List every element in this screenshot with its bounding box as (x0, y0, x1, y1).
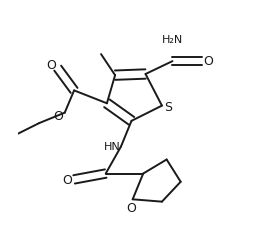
Text: O: O (62, 174, 72, 187)
Text: HN: HN (104, 141, 120, 152)
Text: O: O (46, 59, 56, 72)
Text: O: O (126, 202, 136, 215)
Text: O: O (53, 110, 63, 123)
Text: S: S (164, 101, 173, 114)
Text: H₂N: H₂N (162, 35, 183, 45)
Text: O: O (203, 55, 213, 68)
